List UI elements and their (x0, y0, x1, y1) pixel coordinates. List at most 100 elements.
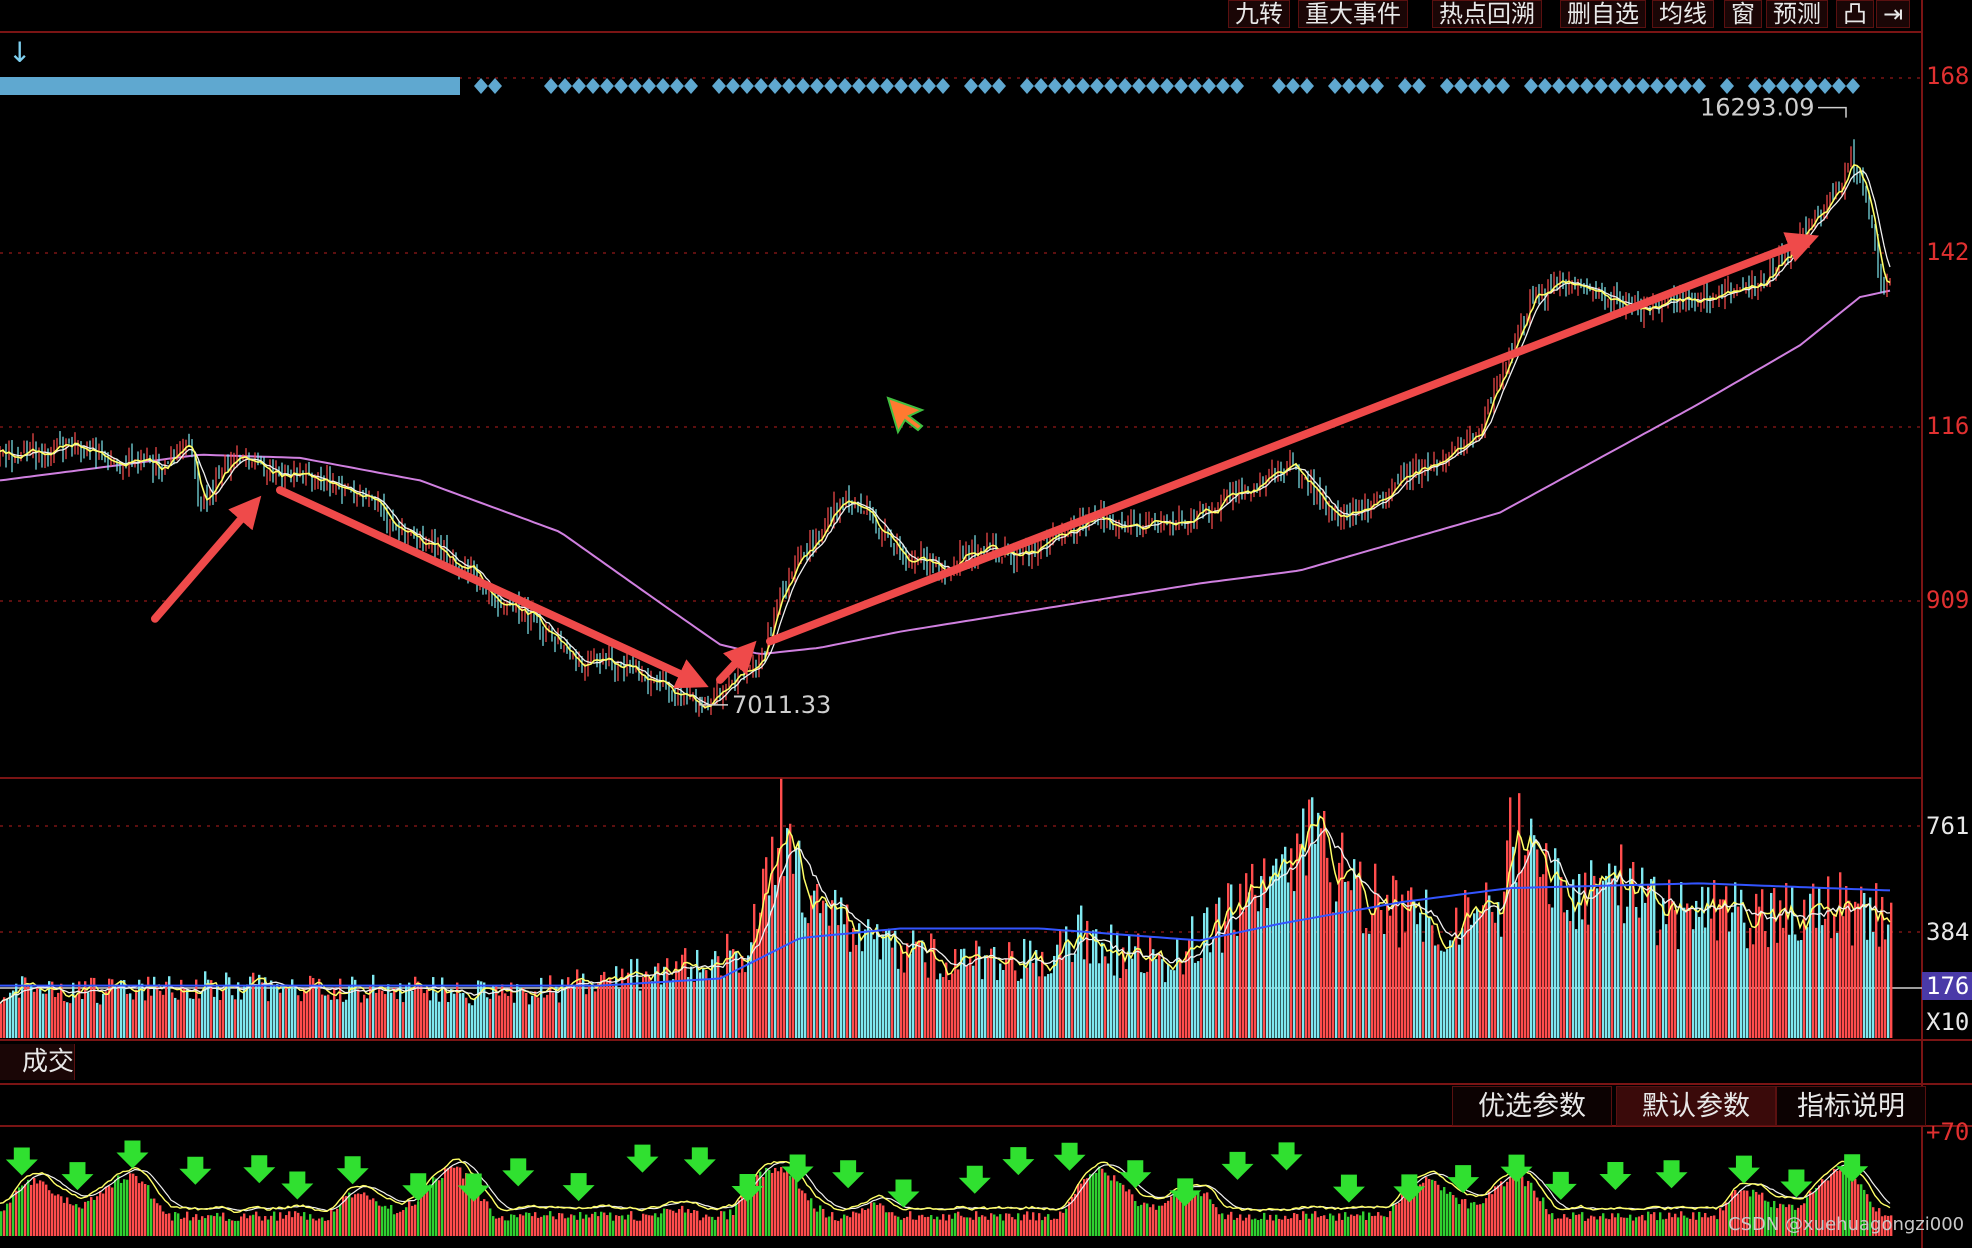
oscillator-bar (1590, 1215, 1593, 1236)
volume-bar (78, 981, 81, 1038)
oscillator-bar (1827, 1180, 1830, 1236)
signal-diamond (1538, 78, 1552, 94)
volume-bar (561, 979, 564, 1038)
oscillator-bar (513, 1214, 516, 1236)
toolbar-button-jiuzhuan[interactable]: 九转 (1228, 0, 1290, 28)
volume-bar (1362, 933, 1365, 1038)
oscillator-bar (1323, 1215, 1326, 1236)
volume-bar (1695, 900, 1698, 1038)
oscillator-bar (504, 1220, 507, 1236)
oscillator-bar (591, 1213, 594, 1236)
oscillator-bar (954, 1213, 957, 1236)
oscillator-bar (870, 1202, 873, 1236)
oscillator-bar (1185, 1193, 1188, 1236)
volume-bar (510, 982, 513, 1038)
volume-bar (1365, 927, 1368, 1038)
oscillator-bar (795, 1179, 798, 1236)
volume-bar (1119, 977, 1122, 1038)
oscillator-bar (1749, 1196, 1752, 1236)
signal-diamond (1846, 78, 1860, 94)
tab-indicator-description[interactable]: 指标说明 (1776, 1086, 1926, 1126)
oscillator-bar (1371, 1216, 1374, 1236)
volume-bar (423, 993, 426, 1038)
volume-bar (645, 971, 648, 1038)
signal-diamond (1440, 78, 1454, 94)
signal-diamond (1832, 78, 1846, 94)
buy-signal-icon (626, 1144, 659, 1173)
toolbar-button-window[interactable]: 窗 (1724, 0, 1762, 28)
oscillator-bar (366, 1195, 369, 1236)
oscillator-bar (306, 1219, 309, 1236)
volume-bar (390, 992, 393, 1038)
tab-default-params[interactable]: 默认参数 (1616, 1086, 1776, 1126)
exit-icon[interactable]: ⇥ (1876, 0, 1911, 28)
tab-optimized-params[interactable]: 优选参数 (1452, 1086, 1612, 1126)
oscillator-bar (1050, 1219, 1053, 1236)
volume-bar (1791, 887, 1794, 1038)
oscillator-bar (1542, 1197, 1545, 1236)
oscillator-bar (540, 1216, 543, 1236)
volume-bar (1620, 844, 1623, 1038)
signal-diamond (964, 78, 978, 94)
volume-bar (756, 928, 759, 1038)
oscillator-bar (390, 1204, 393, 1236)
signal-diamond (1650, 78, 1664, 94)
volume-bar (1485, 882, 1488, 1038)
oscillator-bar (1701, 1217, 1704, 1236)
volume-bar (96, 1002, 99, 1038)
volume-bar (291, 979, 294, 1038)
oscillator-bar (384, 1205, 387, 1236)
oscillator-bar (1557, 1218, 1560, 1236)
oscillator-bar (1188, 1191, 1191, 1236)
oscillator-bar (153, 1198, 156, 1236)
volume-bar (1872, 931, 1875, 1038)
toolbar-button-forecast[interactable]: 预测 (1766, 0, 1828, 28)
oscillator-bar (1002, 1220, 1005, 1236)
volume-bar (990, 948, 993, 1038)
oscillator-bar (198, 1219, 201, 1236)
toolbar-button-hotspot[interactable]: 热点回溯 (1432, 0, 1542, 28)
oscillator-bar (825, 1217, 828, 1236)
volume-bar (1305, 875, 1308, 1038)
oscillator-bar (1818, 1185, 1821, 1236)
volume-panel (0, 778, 1893, 1038)
signal-diamond (628, 78, 642, 94)
oscillator-bar (90, 1197, 93, 1236)
volume-bar (201, 991, 204, 1038)
volume-bar (633, 984, 636, 1038)
oscillator-bar (627, 1214, 630, 1236)
volume-bar (1248, 892, 1251, 1038)
volume-bar (24, 977, 27, 1038)
volume-bar (1710, 918, 1713, 1038)
volume-bar (9, 992, 12, 1038)
oscillator-bar (318, 1218, 321, 1236)
signal-diamond (1398, 78, 1412, 94)
volume-bar (1632, 861, 1635, 1038)
toolbar-button-remove-favorite[interactable]: 删自选 (1560, 0, 1646, 28)
toolbar-button-convex[interactable]: 凸 (1836, 0, 1874, 28)
signal-diamond (1048, 78, 1062, 94)
volume-bar (987, 957, 990, 1038)
oscillator-bar (30, 1184, 33, 1236)
oscillator-bar (1851, 1179, 1854, 1236)
volume-bar (1122, 947, 1125, 1038)
oscillator-bar (726, 1219, 729, 1236)
volume-bar (447, 1002, 450, 1038)
volume-panel-label[interactable]: 成交量 (0, 1044, 75, 1080)
oscillator-bar (1011, 1217, 1014, 1236)
volume-bar (12, 990, 15, 1038)
oscillator-bar (1488, 1191, 1491, 1236)
volume-bar (1866, 939, 1869, 1038)
volume-bar (858, 923, 861, 1038)
toolbar-button-ma[interactable]: 均线 (1652, 0, 1714, 28)
toolbar-button-major-events[interactable]: 重大事件 (1298, 0, 1408, 28)
oscillator-bar (972, 1219, 975, 1236)
oscillator-bar (1017, 1213, 1020, 1236)
oscillator-bar (888, 1212, 891, 1236)
volume-bar (1377, 893, 1380, 1038)
volume-ma-long (0, 882, 1891, 987)
oscillator-bar (417, 1201, 420, 1236)
oscillator-bar (993, 1214, 996, 1236)
volume-bar (1509, 797, 1512, 1038)
oscillator-bar (207, 1215, 210, 1236)
